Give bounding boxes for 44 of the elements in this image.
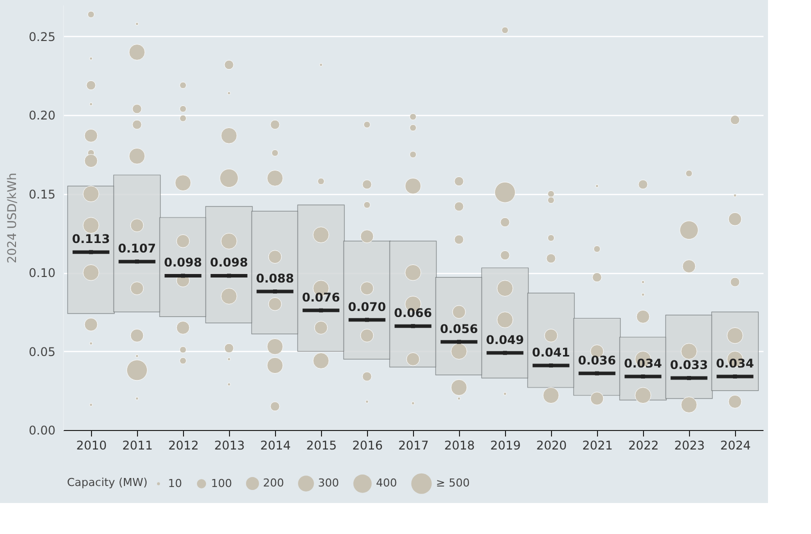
data-label: 0.033 bbox=[670, 358, 708, 372]
x-tick-label: 2024 bbox=[720, 438, 751, 452]
data-label: 0.088 bbox=[256, 271, 294, 286]
x-tick-label: 2012 bbox=[168, 438, 199, 452]
x-tick-label: 2022 bbox=[628, 438, 659, 452]
legend-label: ≥ 500 bbox=[436, 476, 470, 490]
data-label: 0.056 bbox=[440, 322, 478, 336]
data-label: 0.098 bbox=[164, 256, 202, 270]
y-tick-label: 0.20 bbox=[28, 108, 56, 123]
data-label: 0.098 bbox=[210, 256, 248, 270]
data-label: 0.041 bbox=[532, 345, 570, 360]
x-tick-label: 2013 bbox=[214, 438, 245, 452]
data-label: 0.034 bbox=[624, 356, 662, 370]
x-tick-label: 2023 bbox=[674, 438, 705, 452]
y-tick-label: 0.05 bbox=[28, 344, 56, 359]
legend-label: 300 bbox=[318, 476, 339, 490]
x-tick-label: 2016 bbox=[352, 438, 383, 452]
data-label: 0.034 bbox=[716, 356, 754, 370]
legend-title: Capacity (MW) bbox=[67, 476, 148, 489]
y-tick-label: 0.10 bbox=[28, 266, 56, 280]
legend-label: 200 bbox=[263, 476, 284, 490]
y-tick-label: 0.25 bbox=[28, 30, 56, 44]
data-label: 0.070 bbox=[348, 300, 386, 314]
legend-label: 100 bbox=[211, 476, 232, 490]
legend-label: 10 bbox=[168, 476, 182, 490]
x-tick-label: 2018 bbox=[444, 438, 475, 452]
x-tick-label: 2020 bbox=[536, 438, 567, 452]
data-label: 0.049 bbox=[486, 332, 524, 347]
data-label: 0.076 bbox=[302, 290, 340, 304]
data-label: 0.036 bbox=[578, 353, 616, 368]
x-tick-label: 2017 bbox=[398, 438, 429, 452]
x-tick-label: 2019 bbox=[490, 438, 521, 452]
y-axis-title: 2024 USD/kWh bbox=[4, 172, 19, 264]
x-tick-label: 2010 bbox=[76, 438, 107, 452]
y-tick-label: 0.15 bbox=[28, 187, 56, 202]
data-label: 0.113 bbox=[72, 232, 110, 246]
x-tick-label: 2014 bbox=[260, 438, 291, 452]
legend-label: 400 bbox=[376, 476, 397, 490]
data-label: 0.066 bbox=[394, 306, 432, 320]
data-label: 0.107 bbox=[118, 242, 156, 256]
x-tick-label: 2015 bbox=[306, 438, 337, 452]
y-tick-label: 0.00 bbox=[28, 424, 56, 438]
x-tick-label: 2021 bbox=[582, 438, 613, 452]
x-tick-label: 2011 bbox=[122, 438, 153, 452]
